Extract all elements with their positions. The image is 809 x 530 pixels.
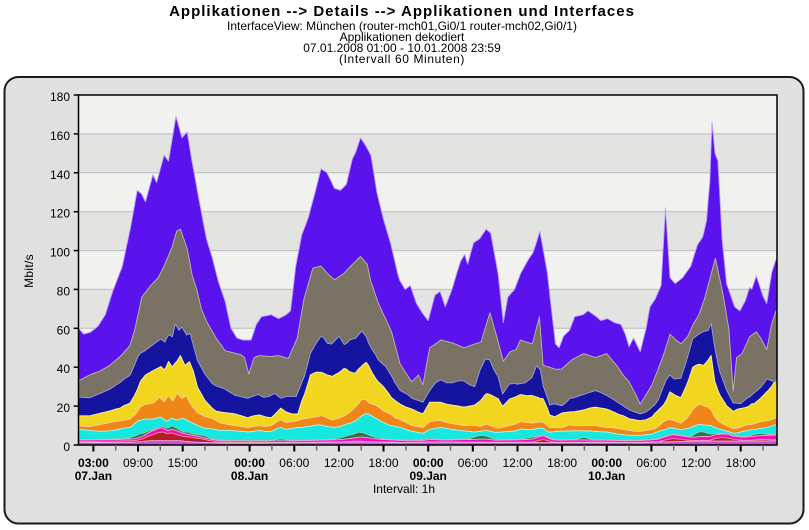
svg-text:07.Jan: 07.Jan — [75, 469, 112, 483]
svg-text:18:00: 18:00 — [547, 456, 577, 470]
svg-text:15:00: 15:00 — [168, 456, 198, 470]
svg-text:12:00: 12:00 — [324, 456, 354, 470]
svg-text:(Intervall 60 Minuten): (Intervall 60 Minuten) — [339, 52, 465, 66]
svg-text:140: 140 — [50, 168, 70, 182]
svg-text:09.Jan: 09.Jan — [410, 469, 447, 483]
svg-text:120: 120 — [50, 207, 70, 221]
svg-text:07.01.2008 01:00 - 10.01.2008: 07.01.2008 01:00 - 10.01.2008 23:59 — [303, 41, 501, 55]
svg-text:06:00: 06:00 — [636, 456, 666, 470]
svg-text:12:00: 12:00 — [502, 456, 532, 470]
svg-text:12:00: 12:00 — [681, 456, 711, 470]
svg-text:Applikationen dekodiert: Applikationen dekodiert — [340, 30, 465, 44]
svg-text:18:00: 18:00 — [726, 456, 756, 470]
svg-text:18:00: 18:00 — [368, 456, 398, 470]
svg-text:80: 80 — [57, 284, 71, 298]
svg-text:Mbit/s: Mbit/s — [22, 254, 36, 288]
svg-text:00:00: 00:00 — [591, 456, 622, 470]
svg-text:Intervall: 1h: Intervall: 1h — [373, 482, 435, 496]
svg-text:180: 180 — [50, 90, 70, 104]
svg-text:40: 40 — [57, 362, 71, 376]
svg-text:00:00: 00:00 — [413, 456, 444, 470]
svg-text:10.Jan: 10.Jan — [588, 469, 625, 483]
svg-text:InterfaceView: München (router: InterfaceView: München (router-mch01,Gi0… — [227, 19, 577, 33]
svg-text:0: 0 — [63, 440, 70, 454]
svg-text:160: 160 — [50, 129, 70, 143]
svg-text:100: 100 — [50, 246, 70, 260]
svg-text:08.Jan: 08.Jan — [231, 469, 268, 483]
svg-text:09:00: 09:00 — [123, 456, 153, 470]
svg-text:60: 60 — [57, 323, 71, 337]
svg-text:06:00: 06:00 — [458, 456, 488, 470]
svg-text:03:00: 03:00 — [78, 456, 109, 470]
svg-text:20: 20 — [57, 401, 71, 415]
svg-text:06:00: 06:00 — [279, 456, 309, 470]
svg-text:00:00: 00:00 — [234, 456, 265, 470]
svg-text:Applikationen --> Details -->: Applikationen --> Details --> Applikatio… — [169, 3, 635, 20]
